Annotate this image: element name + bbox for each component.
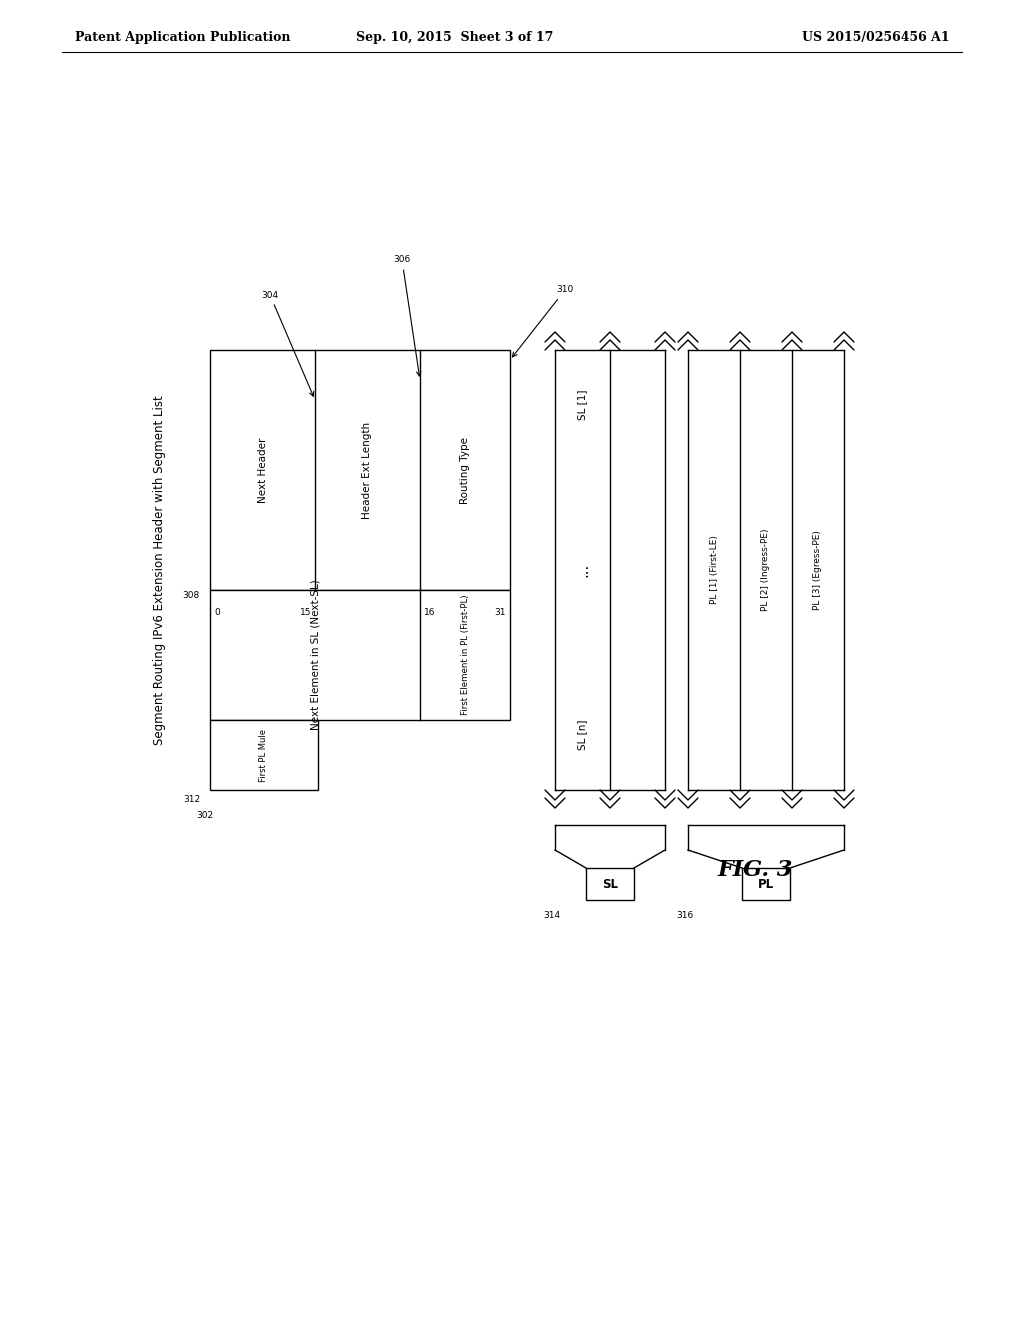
Text: Sep. 10, 2015  Sheet 3 of 17: Sep. 10, 2015 Sheet 3 of 17 (356, 32, 554, 45)
Text: Next Header: Next Header (257, 437, 267, 503)
Text: 310: 310 (512, 285, 573, 356)
Text: Header Ext Length: Header Ext Length (362, 421, 373, 519)
Text: 312: 312 (183, 796, 200, 804)
Text: SL [1]: SL [1] (578, 389, 588, 420)
Text: First PL Mule: First PL Mule (259, 729, 268, 781)
Text: 15: 15 (299, 609, 311, 616)
Bar (742, 869, 790, 900)
Text: 0: 0 (214, 609, 220, 616)
Text: 31: 31 (495, 609, 506, 616)
Text: SL [n]: SL [n] (578, 719, 588, 750)
Text: PL [2] (Ingress-PE): PL [2] (Ingress-PE) (762, 529, 770, 611)
Bar (210, 719, 318, 789)
Text: FIG. 3: FIG. 3 (718, 859, 793, 880)
Text: Segment Routing IPv6 Extension Header with Segment List: Segment Routing IPv6 Extension Header wi… (154, 395, 167, 744)
Text: SL: SL (602, 878, 618, 891)
Text: 306: 306 (393, 256, 421, 376)
Text: Next Element in SL (Next-SL): Next Element in SL (Next-SL) (310, 579, 321, 730)
Text: PL [1] (First-LE): PL [1] (First-LE) (710, 536, 719, 605)
Bar (210, 590, 510, 719)
Text: ...: ... (575, 562, 590, 577)
Text: PL [3] (Egress-PE): PL [3] (Egress-PE) (813, 531, 822, 610)
Text: 304: 304 (261, 290, 313, 396)
Bar (586, 869, 634, 900)
Bar (210, 350, 510, 590)
Text: 308: 308 (182, 590, 200, 599)
Text: 314: 314 (543, 911, 560, 920)
Text: 316: 316 (676, 911, 693, 920)
Text: US 2015/0256456 A1: US 2015/0256456 A1 (803, 32, 950, 45)
Text: 302: 302 (197, 810, 214, 820)
Text: PL: PL (758, 878, 774, 891)
Text: 16: 16 (424, 609, 435, 616)
Text: Routing Type: Routing Type (460, 437, 470, 503)
Text: First Element in PL (First-PL): First Element in PL (First-PL) (461, 595, 469, 715)
Text: Patent Application Publication: Patent Application Publication (75, 32, 291, 45)
